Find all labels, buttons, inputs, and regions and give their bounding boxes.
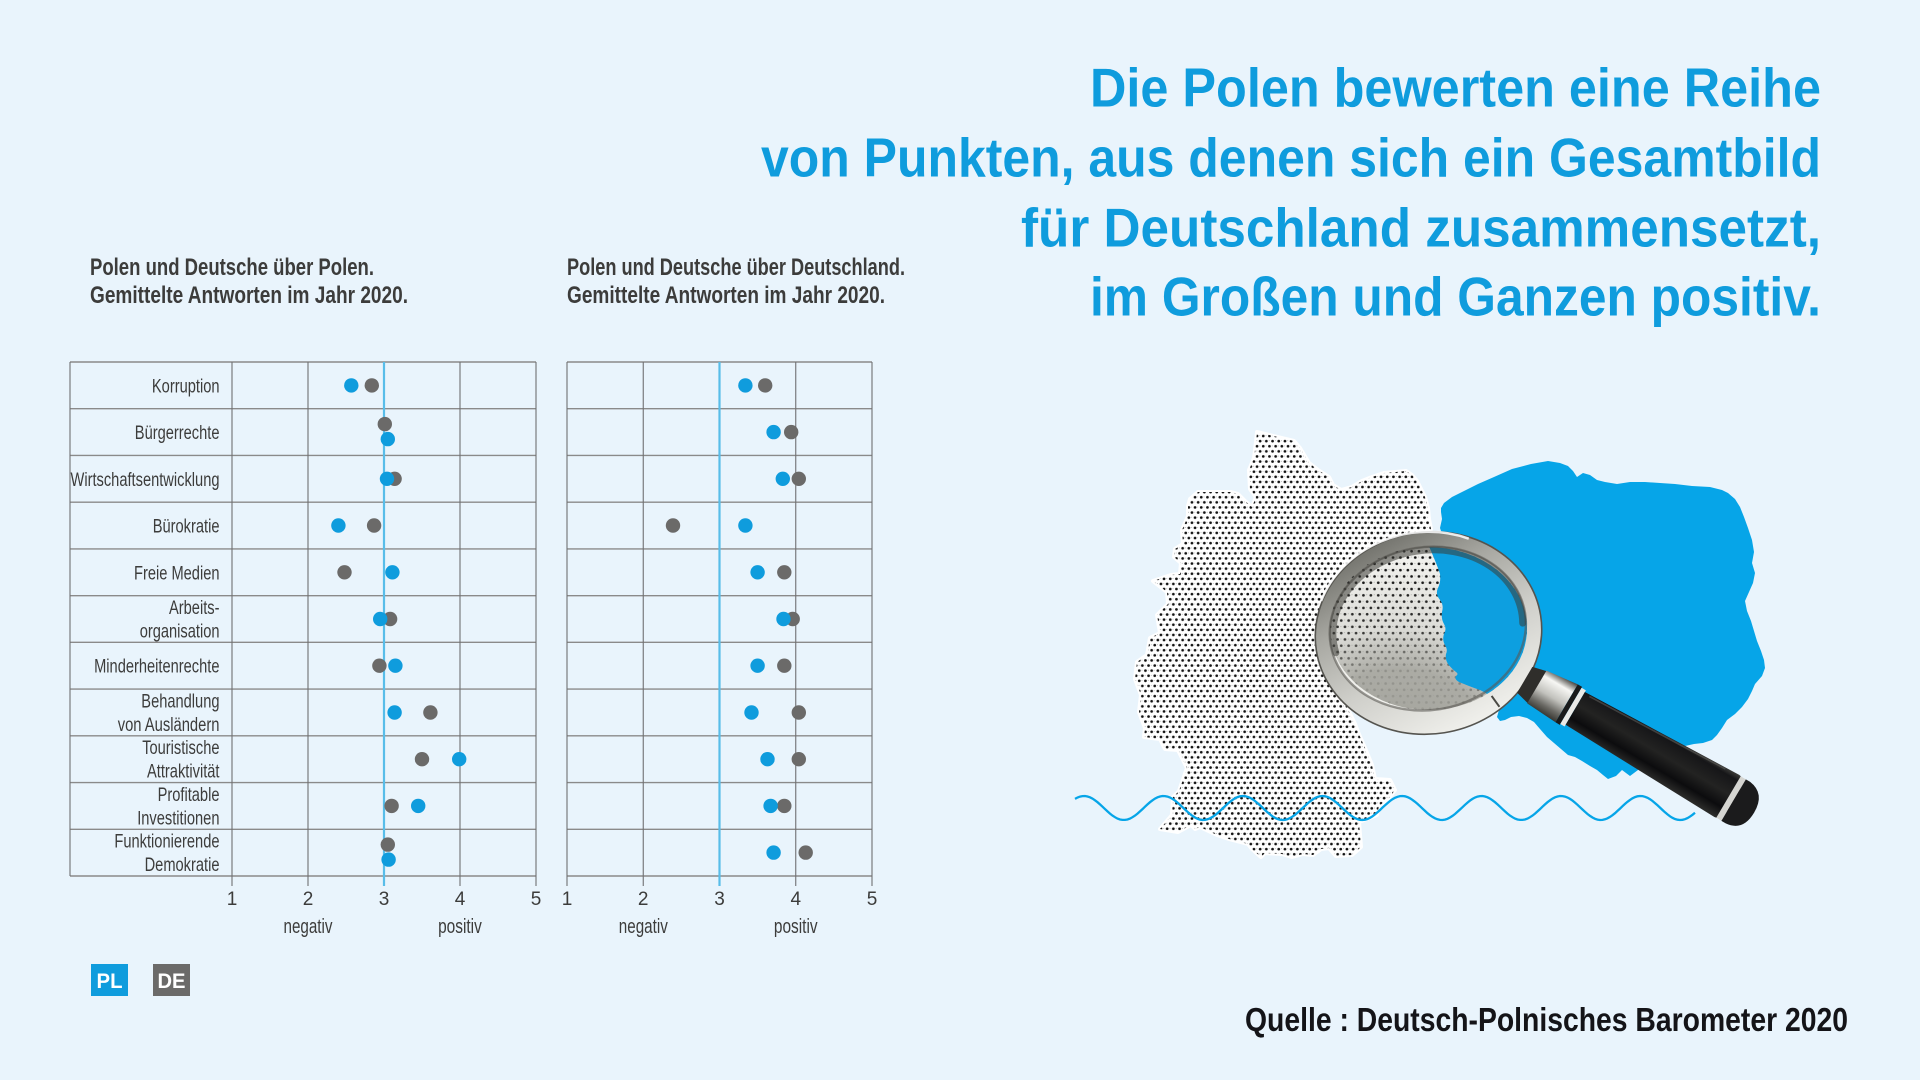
svg-text:Quelle : Deutsch-Polnisches Ba: Quelle : Deutsch-Polnisches Barometer 20… [1245, 1001, 1848, 1038]
svg-text:Investitionen: Investitionen [137, 807, 219, 829]
svg-text:PL: PL [97, 970, 123, 993]
svg-text:Demokratie: Demokratie [145, 854, 220, 876]
svg-text:von Ausländern: von Ausländern [118, 714, 220, 736]
svg-text:Wirtschaftsentwicklung: Wirtschaftsentwicklung [71, 469, 220, 491]
svg-text:für Deutschland zusammensetzt,: für Deutschland zusammensetzt, [1021, 197, 1821, 259]
svg-text:Gemittelte Antworten im Jahr 2: Gemittelte Antworten im Jahr 2020. [567, 282, 885, 309]
svg-text:Polen und Deutsche über Polen.: Polen und Deutsche über Polen. [90, 254, 374, 281]
svg-text:Arbeits-: Arbeits- [169, 597, 220, 619]
svg-text:Gemittelte Antworten im Jahr 2: Gemittelte Antworten im Jahr 2020. [90, 282, 408, 309]
svg-text:4: 4 [791, 889, 802, 910]
svg-text:3: 3 [379, 889, 390, 910]
svg-text:Funktionierende: Funktionierende [114, 831, 219, 853]
svg-text:Touristische: Touristische [142, 737, 219, 759]
svg-text:Minderheitenrechte: Minderheitenrechte [94, 656, 219, 678]
svg-text:negativ: negativ [619, 916, 668, 938]
svg-text:Freie Medien: Freie Medien [134, 562, 220, 584]
svg-text:negativ: negativ [284, 916, 333, 938]
svg-text:3: 3 [714, 889, 725, 910]
svg-text:Attraktivität: Attraktivität [147, 761, 220, 783]
svg-text:organisation: organisation [140, 621, 220, 643]
svg-text:Korruption: Korruption [152, 375, 220, 397]
svg-text:4: 4 [455, 889, 466, 910]
svg-text:Profitable: Profitable [158, 784, 220, 806]
svg-text:5: 5 [867, 889, 878, 910]
svg-text:Behandlung: Behandlung [141, 691, 219, 713]
svg-text:Bürgerrechte: Bürgerrechte [135, 422, 220, 444]
svg-text:Bürokratie: Bürokratie [153, 516, 220, 538]
svg-text:DE: DE [158, 970, 186, 993]
svg-text:2: 2 [303, 889, 314, 910]
svg-text:positiv: positiv [774, 916, 818, 938]
svg-text:von Punkten, aus denen sich ei: von Punkten, aus denen sich ein Gesamtbi… [761, 127, 1821, 189]
svg-text:im Großen und Ganzen positiv.: im Großen und Ganzen positiv. [1090, 266, 1821, 328]
svg-text:positiv: positiv [438, 916, 482, 938]
svg-text:5: 5 [531, 889, 542, 910]
svg-text:Polen und Deutsche über Deutsc: Polen und Deutsche über Deutschland. [567, 254, 905, 281]
svg-text:1: 1 [227, 889, 238, 910]
svg-text:Die Polen bewerten eine Reihe: Die Polen bewerten eine Reihe [1090, 57, 1821, 119]
svg-text:1: 1 [562, 889, 573, 910]
svg-text:2: 2 [638, 889, 649, 910]
